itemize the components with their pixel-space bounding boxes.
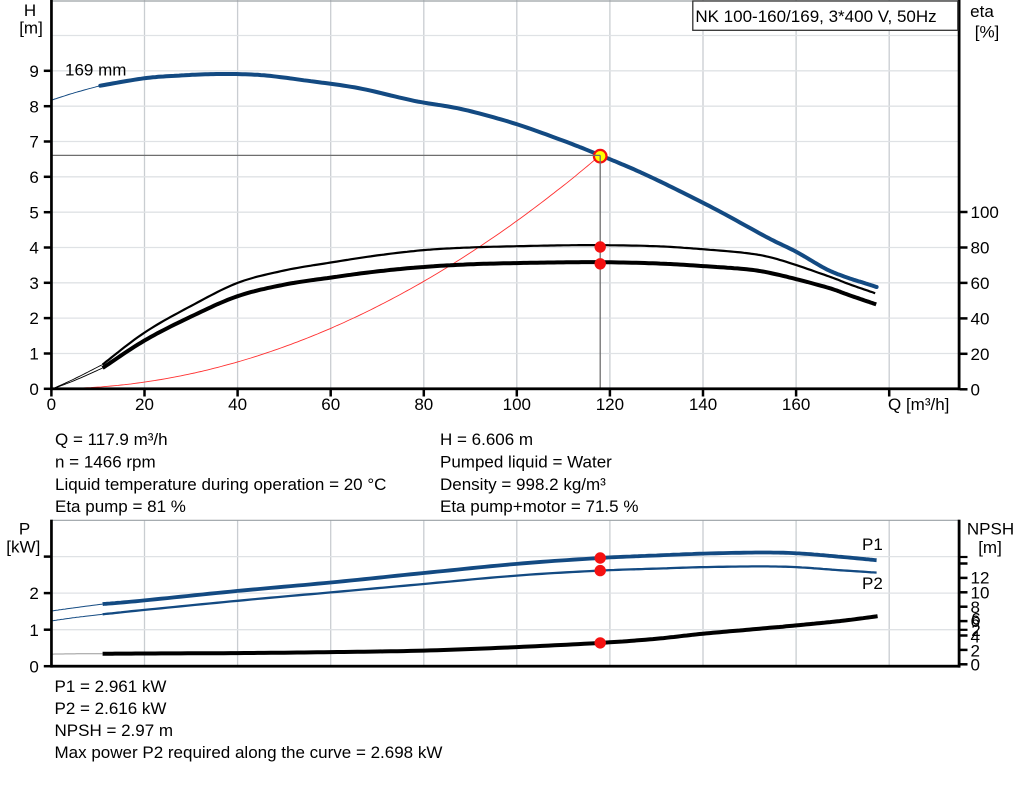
svg-text:8: 8 xyxy=(29,97,38,116)
svg-text:[%]: [%] xyxy=(975,23,1000,42)
svg-text:1: 1 xyxy=(29,621,38,640)
svg-text:P1 = 2.961 kW: P1 = 2.961 kW xyxy=(55,677,167,696)
svg-text:NPSH = 2.97 m: NPSH = 2.97 m xyxy=(55,721,174,740)
svg-text:Q [m³/h]: Q [m³/h] xyxy=(888,395,949,414)
svg-text:[m]: [m] xyxy=(19,19,43,38)
svg-text:0: 0 xyxy=(971,655,980,674)
svg-text:40: 40 xyxy=(971,310,990,329)
svg-text:60: 60 xyxy=(321,395,340,414)
svg-text:P2 = 2.616 kW: P2 = 2.616 kW xyxy=(55,699,167,718)
svg-text:4: 4 xyxy=(29,239,38,258)
svg-text:100: 100 xyxy=(503,395,531,414)
svg-text:120: 120 xyxy=(596,395,624,414)
svg-text:8: 8 xyxy=(971,598,980,617)
svg-text:6: 6 xyxy=(971,610,980,629)
svg-text:1: 1 xyxy=(29,345,38,364)
svg-text:4: 4 xyxy=(971,627,980,646)
svg-text:n = 1466 rpm: n = 1466 rpm xyxy=(55,452,156,471)
svg-text:0: 0 xyxy=(47,395,56,414)
svg-text:5: 5 xyxy=(29,203,38,222)
svg-text:[kW]: [kW] xyxy=(6,538,40,557)
svg-text:2: 2 xyxy=(971,642,980,661)
svg-text:20: 20 xyxy=(971,345,990,364)
svg-text:12: 12 xyxy=(971,569,990,588)
svg-text:160: 160 xyxy=(782,395,810,414)
svg-text:80: 80 xyxy=(414,395,433,414)
svg-text:7: 7 xyxy=(29,133,38,152)
svg-text:P1: P1 xyxy=(862,535,883,554)
svg-text:169 mm: 169 mm xyxy=(65,60,126,79)
svg-text:H: H xyxy=(24,1,36,20)
svg-text:80: 80 xyxy=(971,239,990,258)
svg-text:6: 6 xyxy=(29,168,38,187)
svg-text:H = 6.606 m: H = 6.606 m xyxy=(440,430,533,449)
svg-text:0: 0 xyxy=(971,380,980,399)
svg-text:Pumped liquid = Water: Pumped liquid = Water xyxy=(440,452,612,471)
svg-text:Max power P2 required along th: Max power P2 required along the curve = … xyxy=(55,743,443,762)
svg-text:10: 10 xyxy=(971,583,990,602)
svg-text:0: 0 xyxy=(29,657,38,676)
svg-text:100: 100 xyxy=(971,203,999,222)
svg-text:Q = 117.9 m³/h: Q = 117.9 m³/h xyxy=(55,430,168,449)
svg-text:Eta pump+motor = 71.5 %: Eta pump+motor = 71.5 % xyxy=(440,497,638,516)
svg-text:0: 0 xyxy=(29,380,38,399)
svg-text:NPSH: NPSH xyxy=(967,520,1014,539)
svg-text:NK 100-160/169, 3*400 V, 50Hz: NK 100-160/169, 3*400 V, 50Hz xyxy=(695,7,936,26)
svg-text:20: 20 xyxy=(135,395,154,414)
svg-text:6: 6 xyxy=(971,612,980,631)
svg-text:2: 2 xyxy=(971,621,980,640)
svg-text:140: 140 xyxy=(689,395,717,414)
svg-text:eta: eta xyxy=(970,2,994,21)
svg-text:[m]: [m] xyxy=(978,538,1002,557)
svg-text:Eta pump = 81 %: Eta pump = 81 % xyxy=(55,497,186,516)
svg-text:9: 9 xyxy=(29,62,38,81)
svg-text:2: 2 xyxy=(29,309,38,328)
svg-text:40: 40 xyxy=(228,395,247,414)
svg-text:P2: P2 xyxy=(862,574,883,593)
svg-text:60: 60 xyxy=(971,274,990,293)
svg-text:P: P xyxy=(19,520,30,539)
svg-text:Liquid temperature during oper: Liquid temperature during operation = 20… xyxy=(55,475,386,494)
svg-text:Density = 998.2 kg/m³: Density = 998.2 kg/m³ xyxy=(440,475,606,494)
svg-text:2: 2 xyxy=(29,584,38,603)
svg-text:3: 3 xyxy=(29,274,38,293)
